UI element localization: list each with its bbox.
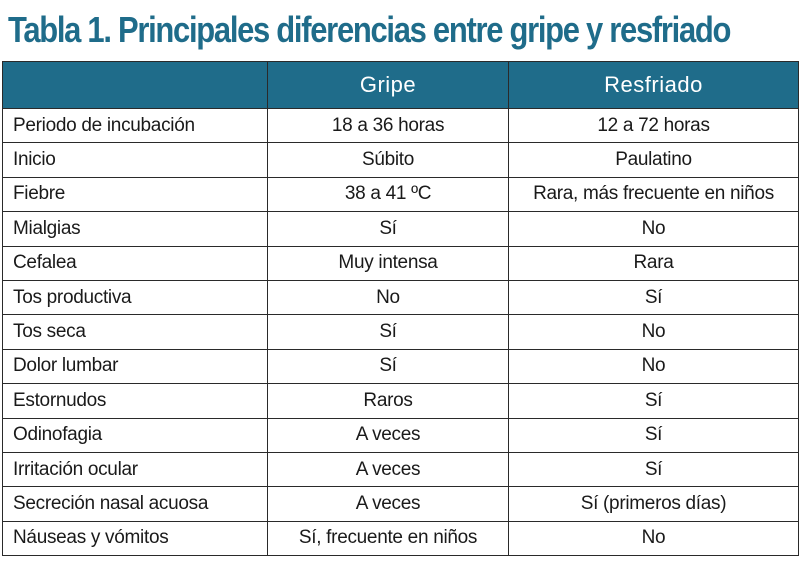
table-row: Estornudos Raros Sí (2, 383, 799, 419)
page-title: Tabla 1. Principales diferencias entre g… (8, 9, 731, 50)
feature-cell: Dolor lumbar (2, 348, 268, 385)
resfriado-cell: No (508, 314, 799, 350)
table-row: Tos productiva No Sí (2, 279, 799, 316)
table-row: Odinofagia A veces Sí (2, 417, 799, 453)
table-row: Dolor lumbar Sí No (2, 348, 799, 385)
gripe-cell: A veces (267, 451, 509, 488)
resfriado-cell: No (508, 211, 799, 247)
header-cell-gripe: Gripe (267, 61, 509, 109)
table-row: Náuseas y vómitos Sí, frecuente en niños… (2, 520, 799, 557)
gripe-cell: A veces (267, 486, 509, 522)
feature-cell: Estornudos (2, 383, 268, 419)
resfriado-cell: Paulatino (508, 142, 799, 178)
feature-cell: Irritación ocular (2, 451, 268, 488)
feature-cell: Mialgias (2, 211, 268, 247)
gripe-cell: Raros (267, 383, 509, 419)
gripe-cell: 38 a 41 ºC (267, 176, 509, 213)
resfriado-cell: Sí (508, 451, 799, 488)
feature-cell: Cefalea (2, 245, 268, 281)
gripe-cell: Sí (267, 348, 509, 385)
table-header: Gripe Resfriado (2, 61, 799, 109)
resfriado-cell: Rara, más frecuente en niños (508, 176, 799, 213)
gripe-cell: Sí (267, 211, 509, 247)
resfriado-cell: Sí (508, 383, 799, 419)
header-row: Gripe Resfriado (2, 61, 799, 109)
table-row: Inicio Súbito Paulatino (2, 142, 799, 178)
gripe-cell: 18 a 36 horas (267, 107, 509, 144)
feature-cell: Tos productiva (2, 279, 268, 316)
feature-cell: Inicio (2, 142, 268, 178)
header-cell-resfriado: Resfriado (508, 61, 799, 109)
resfriado-cell: Sí (508, 417, 799, 453)
gripe-cell: Muy intensa (267, 245, 509, 281)
feature-cell: Fiebre (2, 176, 268, 213)
resfriado-cell: Sí (primeros días) (508, 486, 799, 522)
feature-cell: Periodo de incubación (2, 107, 268, 144)
table-row: Tos seca Sí No (2, 314, 799, 350)
feature-cell: Secreción nasal acuosa (2, 486, 268, 522)
table-body: Periodo de incubación 18 a 36 horas 12 a… (2, 107, 799, 557)
feature-cell: Tos seca (2, 314, 268, 350)
table-row: Fiebre 38 a 41 ºC Rara, más frecuente en… (2, 176, 799, 213)
resfriado-cell: 12 a 72 horas (508, 107, 799, 144)
gripe-cell: No (267, 279, 509, 316)
resfriado-cell: No (508, 348, 799, 385)
gripe-cell: Sí (267, 314, 509, 350)
feature-cell: Náuseas y vómitos (2, 520, 268, 557)
gripe-cell: Sí, frecuente en niños (267, 520, 509, 557)
comparison-table: Gripe Resfriado Periodo de incubación 18… (2, 61, 799, 557)
gripe-cell: Súbito (267, 142, 509, 178)
table-row: Cefalea Muy intensa Rara (2, 245, 799, 281)
resfriado-cell: No (508, 520, 799, 557)
table-row: Irritación ocular A veces Sí (2, 451, 799, 488)
feature-cell: Odinofagia (2, 417, 268, 453)
table-row: Periodo de incubación 18 a 36 horas 12 a… (2, 107, 799, 144)
header-cell-feature (2, 61, 268, 109)
gripe-cell: A veces (267, 417, 509, 453)
resfriado-cell: Sí (508, 279, 799, 316)
table-row: Secreción nasal acuosa A veces Sí (prime… (2, 486, 799, 522)
table-row: Mialgias Sí No (2, 211, 799, 247)
resfriado-cell: Rara (508, 245, 799, 281)
